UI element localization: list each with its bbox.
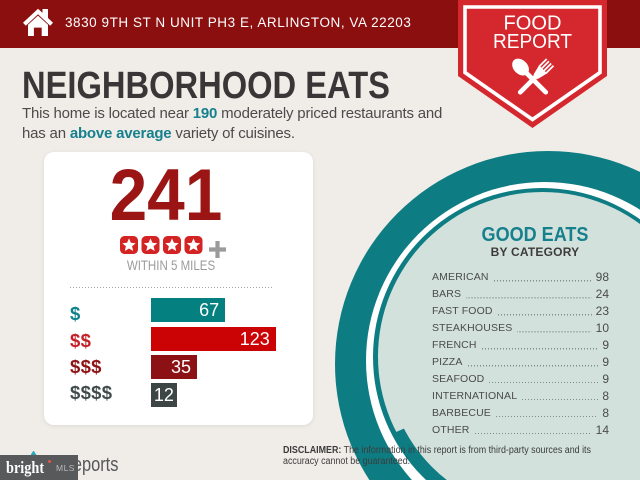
svg-text:FOOD: FOOD: [504, 13, 562, 35]
svg-text:REPORT: REPORT: [493, 31, 572, 53]
